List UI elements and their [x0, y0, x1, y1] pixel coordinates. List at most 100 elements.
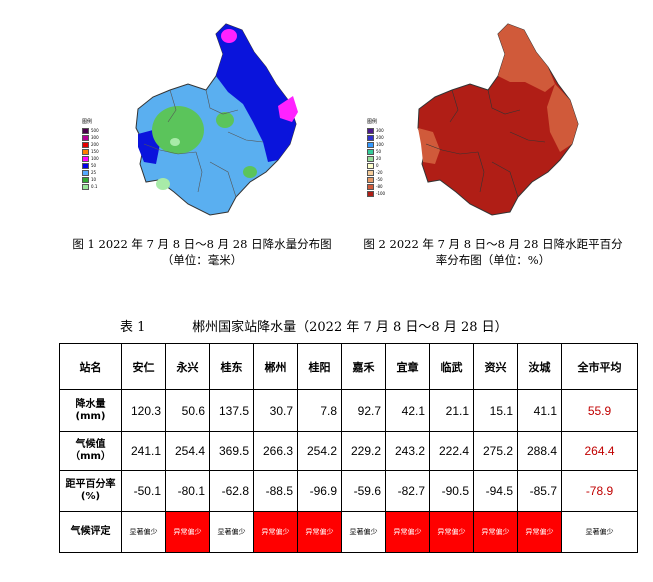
value-cell: 369.5: [209, 431, 254, 471]
evaluation-cell: 显著偏少: [121, 511, 166, 553]
row-header-cell: 距平百分率(%): [59, 470, 122, 512]
value-cell: -88.5: [253, 470, 298, 512]
legend-label: 300: [376, 128, 384, 133]
legend-label: 100: [91, 156, 99, 161]
average-value-cell: -78.9: [561, 470, 638, 512]
table-row: 距平百分率(%) -50.1 -80.1 -62.8 -88.5 -96.9 -59.6 -8…: [59, 470, 638, 512]
magenta-area-east: [278, 96, 298, 122]
legend-item: -100: [367, 190, 385, 197]
value-cell: -62.8: [209, 470, 254, 512]
station-name-cell: 全市平均: [561, 343, 638, 390]
precipitation-table: 站名 安仁 永兴 桂东 郴州 桂阳 嘉禾 宜章 临武 资兴 汝城 全市平均 降水量(mm) 120.3 50…: [59, 343, 638, 553]
value-cell: 120.3: [121, 389, 166, 432]
legend-item: 150: [82, 148, 99, 155]
figure1-unit: （单位：毫米）: [161, 253, 243, 267]
value-cell: 275.2: [473, 431, 518, 471]
legend-label: 0: [376, 163, 379, 168]
table-header-cell: 站名: [59, 343, 122, 390]
value-cell: 7.8: [297, 389, 342, 432]
value-cell: 243.2: [385, 431, 430, 471]
evaluation-cell: 显著偏少: [341, 511, 386, 553]
legend-swatch: [367, 169, 374, 176]
value-cell: -90.5: [429, 470, 474, 512]
legend-title: 图例: [367, 119, 378, 125]
station-name-cell: 临武: [429, 343, 474, 390]
legend-swatch: [367, 148, 374, 155]
moderate-deficit-area-east: [547, 84, 578, 152]
precipitation-distribution-map: [135, 23, 298, 216]
row-header-cell: 气候值（mm）: [59, 431, 122, 471]
station-name-cell: 资兴: [473, 343, 518, 390]
legend-item: 300: [82, 134, 99, 141]
station-name-cell: 嘉禾: [341, 343, 386, 390]
value-cell: 50.6: [165, 389, 210, 432]
value-cell: 266.3: [253, 431, 298, 471]
value-cell: -59.6: [341, 470, 386, 512]
figure2-title-cont: 率分布图（单位：%）: [435, 253, 551, 267]
legend-label: -80: [376, 184, 383, 189]
figure2-title: 图 2 2022 年 7 月 8 日～8 月 28 日降水距平百分: [363, 237, 623, 251]
legend-swatch: [367, 183, 374, 190]
legend-item: 0.1: [82, 183, 99, 190]
legend-title: 图例: [82, 119, 93, 125]
value-cell: -96.9: [297, 470, 342, 512]
legend-label: 50: [376, 149, 382, 154]
magenta-area-north: [221, 29, 237, 43]
moderate-deficit-area-west: [418, 128, 440, 164]
legend-swatch: [82, 127, 89, 134]
evaluation-cell: 异常偏少: [297, 511, 342, 553]
legend-swatch: [82, 141, 89, 148]
legend-label: 200: [91, 142, 99, 147]
table-label: 表 1: [120, 320, 146, 335]
legend-label: 200: [376, 135, 384, 140]
legend-item: 20: [367, 155, 385, 162]
value-cell: 222.4: [429, 431, 474, 471]
evaluation-cell: 异常偏少: [429, 511, 474, 553]
legend-item: 500: [82, 127, 99, 134]
legend-item: -80: [367, 183, 385, 190]
station-name-cell: 宜章: [385, 343, 430, 390]
value-cell: 92.7: [341, 389, 386, 432]
legend-item: 100: [82, 155, 99, 162]
legend-item: -20: [367, 169, 385, 176]
legend-label: -100: [376, 191, 386, 196]
legend-swatch: [367, 190, 374, 197]
row-header-cell: 气候评定: [59, 511, 122, 553]
legend-item: 50: [82, 162, 99, 169]
value-cell: -94.5: [473, 470, 518, 512]
value-cell: 241.1: [121, 431, 166, 471]
station-name-cell: 桂阳: [297, 343, 342, 390]
legend-label: 300: [91, 135, 99, 140]
evaluation-cell: 显著偏少: [209, 511, 254, 553]
legend-label: 50: [91, 163, 97, 168]
legend-swatch: [367, 134, 374, 141]
legend-swatch: [82, 155, 89, 162]
legend-swatch: [367, 141, 374, 148]
legend-swatch: [82, 176, 89, 183]
value-cell: -82.7: [385, 470, 430, 512]
legend-label: -20: [376, 170, 383, 175]
legend-swatch: [367, 176, 374, 183]
legend-label: 150: [91, 149, 99, 154]
value-cell: 254.4: [165, 431, 210, 471]
legend-label: 500: [91, 128, 99, 133]
evaluation-cell: 异常偏少: [165, 511, 210, 553]
figure1-caption: 图 1 2022 年 7 月 8 日～8 月 28 日降水量分布图 （单位：毫米…: [62, 236, 342, 268]
value-cell: 42.1: [385, 389, 430, 432]
legend-label: 20: [376, 156, 382, 161]
value-cell: -85.7: [517, 470, 562, 512]
legend-label: 25: [91, 170, 97, 175]
evaluation-cell: 显著偏少: [561, 511, 638, 553]
row-header-cell: 降水量(mm): [59, 389, 122, 432]
station-name-cell: 郴州: [253, 343, 298, 390]
legend-label: 0.1: [91, 184, 98, 189]
average-value-cell: 264.4: [561, 431, 638, 471]
legend-label: 10: [91, 177, 97, 182]
map2-legend: 图例 300 200 100 50 20 0 -20 -50 -80 -100: [367, 119, 385, 197]
legend-swatch: [82, 162, 89, 169]
heavy-rain-area-east: [216, 24, 296, 162]
legend-item: 50: [367, 148, 385, 155]
value-cell: 288.4: [517, 431, 562, 471]
table-row: 气候评定 显著偏少 异常偏少 显著偏少 异常偏少 异常偏少 显著偏少 异常偏少 异常偏少 异常偏少…: [59, 511, 638, 553]
legend-item: 200: [82, 141, 99, 148]
